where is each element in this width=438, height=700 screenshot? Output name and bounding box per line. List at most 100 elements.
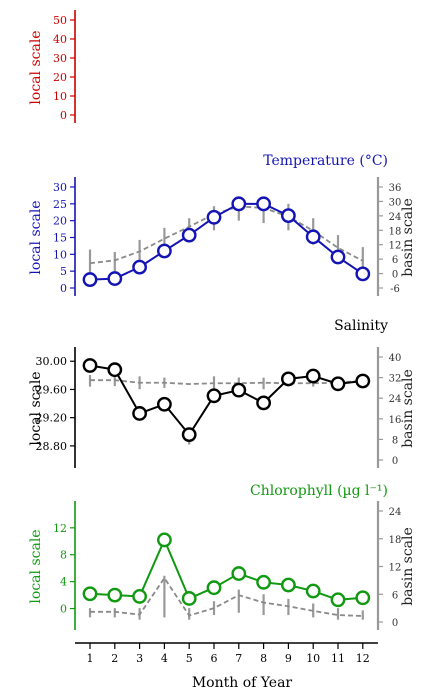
x-tick-label: 10: [306, 652, 320, 665]
local-point: [181, 427, 197, 443]
local-point: [181, 227, 197, 243]
left-tick-label: 20: [53, 71, 67, 84]
local-series-line: [89, 537, 363, 601]
local-point: [280, 371, 296, 387]
local-point: [330, 376, 346, 392]
left-tick-label: 4: [60, 576, 67, 589]
local-point: [305, 229, 321, 245]
left-tick-label: 30: [53, 181, 67, 194]
panel-3: 28.80 29.20 29.60 30.00 local scale Salinity 0…: [28, 318, 416, 468]
local-point: [355, 590, 371, 606]
right-tick-label: -6: [390, 284, 400, 295]
left-axis-label: local scale: [28, 200, 44, 274]
local-point: [82, 272, 98, 287]
local-point: [256, 395, 271, 411]
left-tick-label: 29.60: [36, 383, 68, 396]
x-tick-label: 2: [111, 652, 118, 665]
right-tick-label: 12: [389, 563, 402, 574]
local-point: [132, 589, 148, 604]
left-tick-label: 8: [60, 549, 67, 562]
local-point: [305, 583, 321, 599]
left-axis-label: local scale: [28, 30, 44, 104]
x-tick-label: 7: [235, 652, 242, 665]
x-tick-label: 12: [356, 652, 370, 665]
basin-series-line: [90, 379, 363, 385]
right-tick-label: 24: [389, 212, 402, 223]
left-tick-label: 20: [53, 215, 67, 228]
x-tick-label: 11: [331, 652, 345, 665]
left-tick-label: 25: [53, 198, 67, 211]
local-point: [231, 196, 247, 212]
basin-series-line: [90, 576, 363, 617]
x-tick-label: 5: [186, 652, 193, 665]
local-point: [132, 406, 148, 421]
left-tick-label: 40: [53, 33, 67, 46]
panel-title: Temperature (°C): [263, 153, 388, 169]
right-tick-label: 40: [389, 353, 402, 364]
right-tick-label: 0: [392, 456, 398, 467]
panel-2: 0 5 10 15 20 25 30 local scale Temperature (°C) -…: [28, 153, 416, 296]
local-series-line: [89, 364, 363, 437]
local-point: [107, 587, 123, 603]
left-tick-label: 0: [60, 603, 67, 616]
local-point: [330, 249, 346, 265]
local-point: [280, 208, 296, 224]
x-tick-label: 4: [161, 652, 168, 665]
panel-title: Salinity: [334, 318, 388, 334]
local-point: [107, 271, 123, 286]
right-tick-label: 12: [389, 241, 402, 252]
local-point: [82, 358, 98, 373]
local-point: [206, 209, 222, 225]
panel-4: 0 4 8 12 local scale Chlorophyll (µg l⁻¹) 0 6 12…: [28, 483, 416, 630]
panel-1: 0 10 20 30 40 50 local scale: [28, 10, 76, 123]
x-tick-label: 6: [211, 652, 218, 665]
right-tick-label: 8: [392, 435, 398, 446]
local-point: [355, 266, 371, 282]
left-tick-label: 5: [60, 265, 67, 278]
x-tick-label: 3: [136, 652, 143, 665]
left-axis-label: local scale: [28, 529, 44, 603]
right-tick-label: 24: [389, 394, 402, 405]
right-tick-label: 18: [389, 535, 402, 546]
local-point: [256, 196, 271, 212]
local-point: [156, 396, 172, 412]
local-point: [231, 382, 247, 398]
right-tick-label: 6: [392, 255, 398, 266]
right-tick-label: 36: [389, 183, 402, 194]
local-point: [305, 368, 321, 384]
local-point: [156, 532, 172, 548]
right-tick-label: 24: [389, 507, 402, 518]
left-tick-label: 28.80: [36, 440, 68, 453]
right-tick-label: 30: [389, 197, 402, 208]
x-axis: 1 2 3 4 5 6 7 8 9 10 11 12: [75, 642, 378, 665]
local-series-line: [89, 202, 364, 281]
local-point: [280, 577, 296, 593]
right-axis-label: basin scale: [400, 198, 416, 277]
left-axis-label: local scale: [28, 371, 44, 445]
right-tick-label: 0: [392, 618, 398, 629]
left-tick-label: 29.20: [36, 412, 68, 425]
left-tick-label: 12: [53, 522, 67, 535]
left-tick-label: 10: [53, 90, 67, 103]
left-tick-label: 10: [53, 248, 67, 261]
local-point: [181, 591, 197, 606]
local-point: [107, 362, 123, 378]
left-tick-label: 0: [60, 109, 67, 122]
left-tick-label: 15: [53, 232, 67, 245]
local-point: [256, 574, 271, 590]
right-tick-label: 32: [389, 374, 402, 385]
left-tick-label: 0: [60, 282, 67, 295]
x-axis-label: Month of Year: [192, 675, 293, 691]
x-tick-label: 9: [285, 652, 292, 665]
right-tick-label: 16: [389, 415, 402, 426]
right-tick-label: 0: [392, 270, 398, 281]
local-point: [132, 259, 148, 275]
local-point: [206, 580, 222, 596]
local-point: [82, 586, 98, 602]
panel-title: Chlorophyll (µg l⁻¹): [250, 483, 388, 499]
right-tick-label: 18: [389, 226, 402, 237]
x-tick-label: 1: [87, 652, 94, 665]
local-point: [330, 592, 346, 608]
right-tick-label: 6: [392, 590, 398, 601]
